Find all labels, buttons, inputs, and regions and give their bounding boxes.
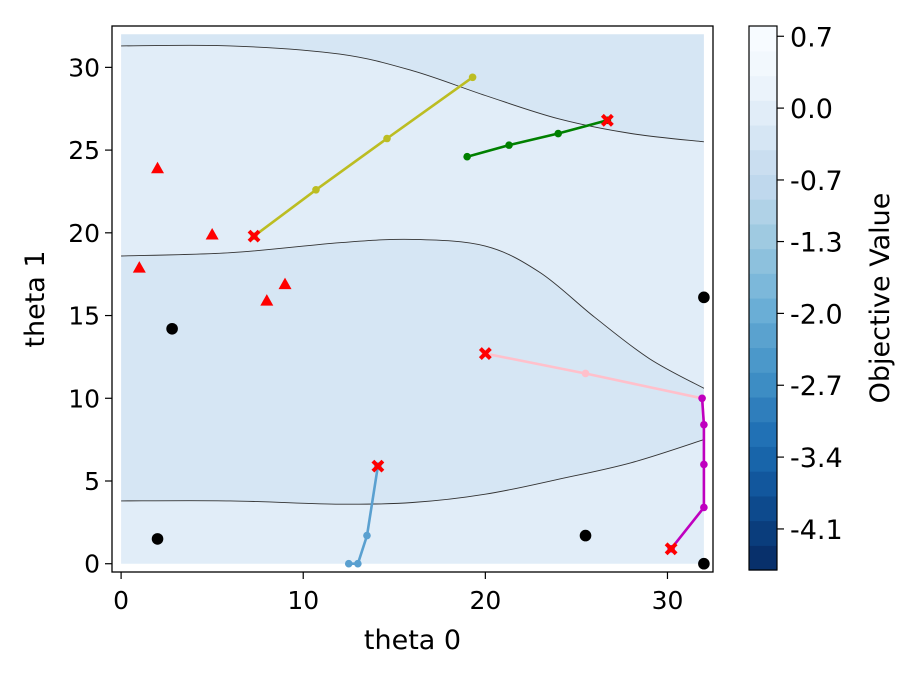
plot-frame: [111, 25, 714, 573]
colorbar-tick-label: 0.7: [790, 22, 833, 53]
green-path-point: [505, 141, 513, 149]
magenta-path-start-marker: [664, 542, 678, 556]
blue-path-line: [348, 465, 380, 566]
y-axis-label: theta 1: [20, 250, 51, 347]
contour-line-bottom: [121, 439, 705, 505]
magenta-path-point: [700, 460, 708, 469]
colorbar: 0.7 0.0 -0.7 -1.3 -2.0 -2.7 -3.4 -4.1: [748, 22, 843, 571]
colorbar-segment: [749, 26, 777, 52]
black-point-marker: [698, 557, 710, 570]
colorbar-tick-label: -2.0: [790, 299, 843, 330]
red-triangle-marker: [132, 261, 146, 273]
x-axis-ticks: 0 10 20 30: [113, 572, 683, 615]
colorbar-tick-label: -4.1: [790, 515, 843, 546]
colorbar-segment: [749, 75, 777, 101]
colorbar-segment: [749, 520, 777, 546]
colorbar-segment: [749, 322, 777, 349]
blue-path-point: [354, 559, 362, 568]
magenta-path-point: [700, 503, 708, 512]
colorbar-segment: [749, 223, 777, 250]
colorbar-segment: [749, 100, 777, 126]
magenta-path-point: [698, 394, 706, 403]
contour-line-top: [121, 44, 704, 143]
colorbar-segment: [749, 199, 777, 225]
y-tick-label: 5: [84, 467, 100, 496]
olive-path-point: [312, 186, 320, 194]
colorbar-tick-label: -1.3: [790, 228, 843, 259]
blue-path-start-marker: [371, 459, 385, 473]
pink-path-start-marker: [478, 347, 492, 361]
band-bottom: [121, 439, 704, 564]
y-tick-label: 15: [68, 302, 100, 331]
colorbar-segment: [749, 50, 777, 77]
colorbar-label: Objective Value: [865, 193, 896, 404]
olive-path-point: [383, 134, 391, 143]
black-point-marker: [698, 291, 710, 304]
black-point-marker: [166, 322, 178, 335]
y-tick-label: 0: [84, 550, 100, 579]
y-tick-label: 25: [68, 136, 100, 165]
contour-line-middle: [121, 238, 705, 389]
x-tick-label: 10: [287, 586, 319, 615]
colorbar-segment: [749, 545, 777, 571]
contour-bands: [121, 34, 704, 564]
green-path-start-marker: [600, 113, 614, 127]
red-triangle-marker: [278, 277, 292, 290]
band-top: [121, 34, 704, 142]
olive-path-start-marker: [247, 229, 261, 243]
blue-path-point: [363, 531, 371, 540]
colorbar-segment: [749, 372, 777, 398]
colorbar-segment: [749, 495, 777, 522]
colorbar-tick-label: -3.4: [790, 443, 843, 474]
olive-path-point: [468, 73, 477, 82]
x-tick-label: 30: [652, 586, 684, 615]
colorbar-segment: [749, 298, 777, 324]
x-axis-label: theta 0: [364, 625, 461, 656]
magenta-path-point: [700, 420, 708, 429]
data-series: [247, 73, 708, 568]
colorbar-segment: [749, 273, 777, 299]
blue-path-point: [344, 559, 353, 568]
colorbar-frame: [748, 25, 778, 571]
colorbar-segment: [749, 347, 777, 373]
colorbar-segment: [749, 124, 777, 151]
colorbar-segment: [749, 396, 777, 423]
pink-path-point: [581, 369, 590, 378]
green-path-point: [463, 152, 471, 161]
black-point-marker: [579, 529, 592, 542]
y-axis-ticks: 0 5 10 15 20 25 30: [68, 53, 112, 579]
red-triangle-marker: [260, 294, 274, 306]
x-tick-label: 0: [113, 586, 129, 615]
y-tick-label: 30: [68, 53, 100, 82]
y-tick-label: 20: [68, 219, 100, 248]
colorbar-tick-label: 0.0: [790, 94, 833, 125]
contour-lines: [121, 44, 705, 505]
y-tick-label: 10: [68, 384, 100, 413]
red-triangle-marker: [151, 161, 165, 174]
green-path-line: [466, 119, 608, 158]
colorbar-segment: [749, 446, 777, 472]
colorbar-segment: [749, 149, 777, 175]
green-path-point: [554, 129, 562, 138]
black-point-marker: [151, 533, 164, 545]
olive-path-line: [253, 76, 474, 238]
colorbar-tick-label: -0.7: [790, 166, 843, 197]
colorbar-segment: [749, 248, 777, 274]
x-tick-label: 20: [469, 586, 501, 615]
colorbar-tick-label: -2.7: [790, 371, 843, 402]
colorbar-segment: [749, 421, 777, 447]
scatter-points: [132, 161, 710, 570]
colorbar-segment: [749, 174, 777, 200]
colorbar-segment: [749, 471, 777, 497]
red-triangle-marker: [205, 227, 219, 240]
